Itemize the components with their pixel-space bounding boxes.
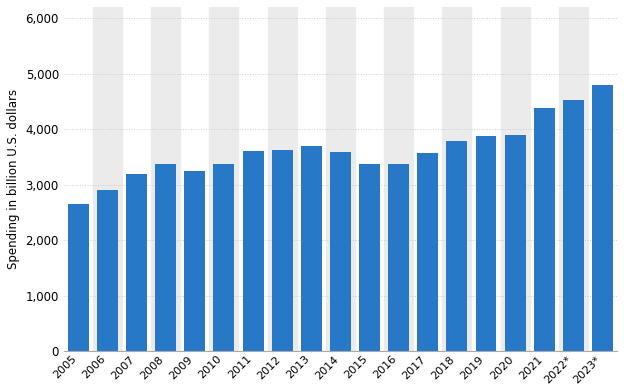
Bar	[268, 7, 297, 351]
Bar	[155, 163, 176, 351]
Bar	[97, 190, 118, 351]
Bar	[359, 163, 380, 351]
Bar	[209, 7, 238, 351]
Bar	[213, 163, 235, 351]
Bar	[151, 7, 180, 351]
Bar	[534, 108, 555, 351]
Bar	[301, 146, 322, 351]
Bar	[93, 7, 122, 351]
Bar	[68, 204, 89, 351]
Bar	[271, 150, 293, 351]
Y-axis label: Spending in billion U.S. dollars: Spending in billion U.S. dollars	[7, 89, 20, 269]
Bar	[330, 152, 351, 351]
Bar	[384, 7, 413, 351]
Bar	[475, 136, 497, 351]
Bar	[505, 134, 525, 351]
Bar	[243, 151, 263, 351]
Bar	[592, 85, 613, 351]
Bar	[446, 141, 467, 351]
Bar	[500, 7, 530, 351]
Bar	[388, 163, 409, 351]
Bar	[126, 174, 147, 351]
Bar	[326, 7, 355, 351]
Bar	[442, 7, 472, 351]
Bar	[184, 171, 205, 351]
Bar	[417, 153, 438, 351]
Bar	[563, 100, 584, 351]
Bar	[559, 7, 588, 351]
